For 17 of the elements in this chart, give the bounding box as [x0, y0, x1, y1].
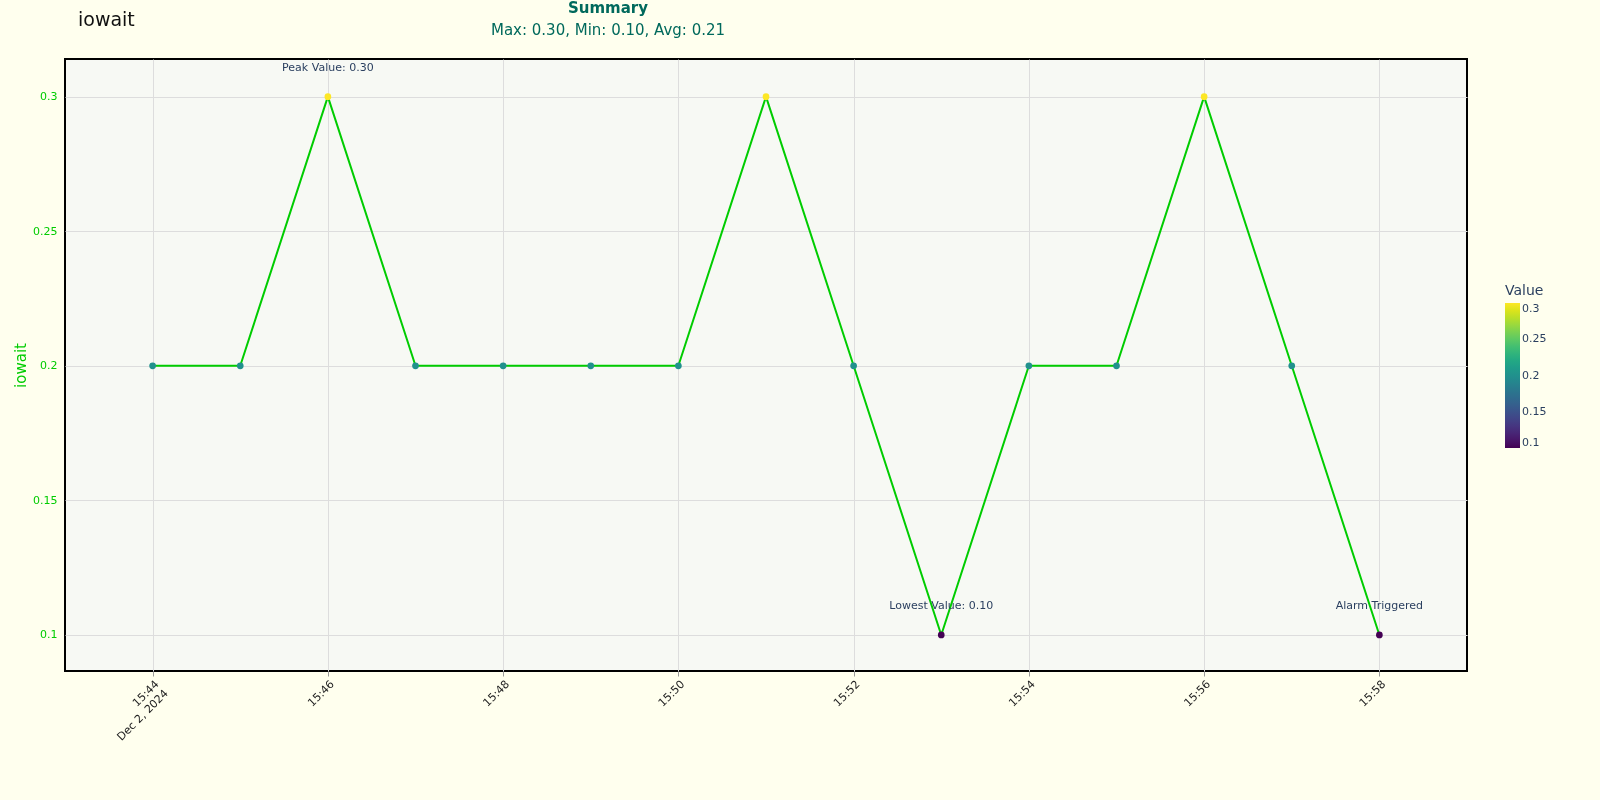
- text: Summary: [567, 0, 649, 17]
- color-bar-label: 0.25: [1522, 332, 1547, 346]
- text: Max: 0.30, Min: 0.10, Avg: 0.21: [490, 21, 726, 39]
- annotation: Alarm Triggered: [1335, 598, 1424, 612]
- color-bar-label: 0.2: [1522, 368, 1540, 382]
- color-bar-label: 0.1: [1522, 436, 1540, 449]
- y-tick-label: 0.1: [40, 628, 58, 642]
- annotation: Peak Value: 0.30: [282, 60, 374, 74]
- y-tick-label: 0.25: [33, 224, 58, 238]
- y-axis-title: iowait: [12, 342, 31, 388]
- color-bar-label: 0.3: [1522, 302, 1540, 315]
- y-tick-label: 0.15: [33, 493, 58, 507]
- y-tick-label: 0.2: [40, 359, 58, 373]
- chart-title: iowait: [78, 8, 135, 30]
- legend-title: Value: [1505, 282, 1544, 298]
- y-tick-label: 0.3: [40, 90, 58, 104]
- color-bar-label: 0.15: [1522, 404, 1547, 418]
